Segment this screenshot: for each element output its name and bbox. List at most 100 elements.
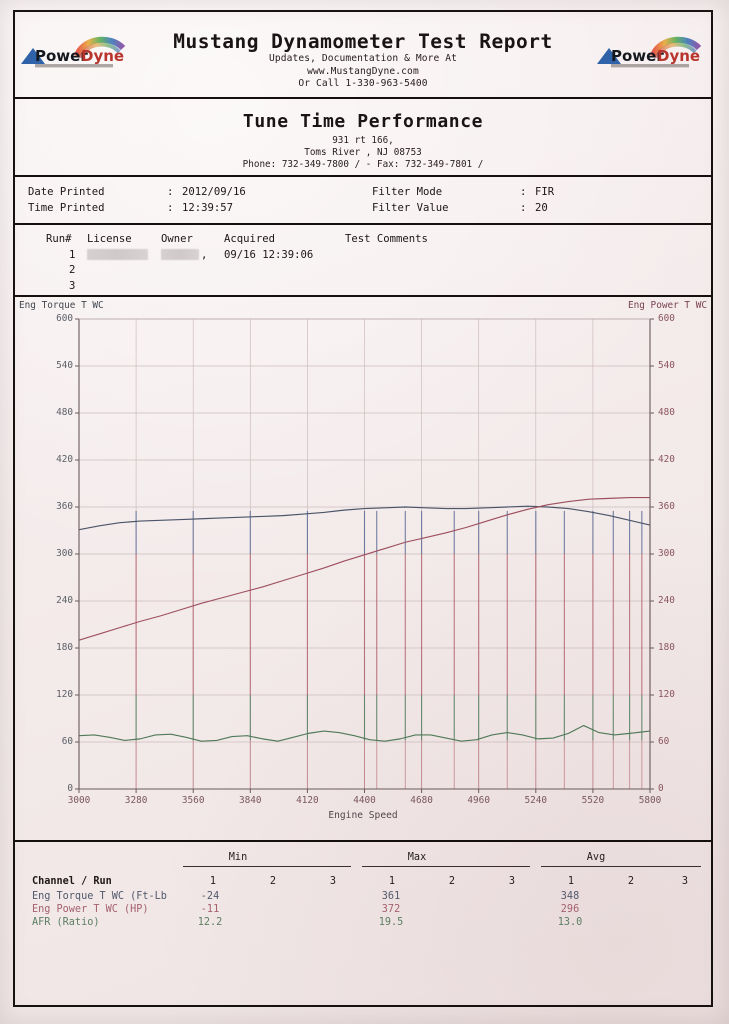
stats-row-3-channel: AFR (Ratio) [32,917,100,928]
shop-phone-fax: Phone: 732-349-7800 / - Fax: 732-349-780… [242,159,484,170]
stats-col-max-3: 3 [508,876,516,887]
stats-row-3-min-1: 12.2 [197,917,223,928]
run-col-header-comments: Test Comments [345,233,428,245]
stats-group-avg-rule [541,866,701,867]
stats-row-3-avg-1: 13.0 [557,917,583,928]
stats-table: Min Max Avg Channel / Run 1 2 3 1 2 3 1 … [15,840,711,1007]
svg-text:Dyne: Dyne [657,47,700,65]
filter-value-value: 20 [535,202,548,214]
y-tick-left-360: 360 [56,501,73,512]
y-tick-left-420: 420 [56,454,73,465]
y-tick-left-540: 540 [56,360,73,371]
y-tick-right-240: 240 [658,595,675,606]
divider-1 [15,97,711,99]
x-tick-3280: 3280 [124,795,148,806]
stats-col-avg-3: 3 [681,876,689,887]
date-printed-label: Date Printed [28,186,105,198]
x-tick-3560: 3560 [181,795,205,806]
stats-row-2-min-1: -11 [200,904,220,915]
y-tick-right-360: 360 [658,501,675,512]
stats-group-min: Min [228,852,248,863]
stats-group-max-rule [362,866,530,867]
y-tick-left-300: 300 [56,548,73,559]
stats-row-3-max-1: 19.5 [378,917,404,928]
powerdyne-logo-left: Power Dyne [19,34,131,72]
stats-row-2-avg-1: 296 [560,904,580,915]
filter-mode-value: FIR [535,186,555,198]
run-list-band: Run# License Owner Acquired Test Comment… [15,223,711,295]
y-tick-right-480: 480 [658,407,675,418]
x-tick-3840: 3840 [239,795,262,806]
x-tick-4680: 4680 [410,795,433,806]
divider-5 [15,840,711,842]
run-row-1-owner-redacted [161,249,199,260]
left-axis-title: Eng Torque T WC [19,300,104,311]
x-tick-4400: 4400 [353,795,376,806]
y-tick-right-600: 600 [658,313,675,324]
y-tick-right-180: 180 [658,642,675,653]
x-tick-5240: 5240 [524,795,548,806]
report-subline-1: Updates, Documentation & More At [268,53,458,64]
stats-row-1-min-1: -24 [200,891,220,902]
stats-col-avg-1: 1 [567,876,575,887]
right-axis-title: Eng Power T WC [627,300,707,311]
shop-city-state-zip: Toms River , NJ 08753 [304,147,422,158]
run-row-1-acquired: 09/16 12:39:06 [224,248,314,261]
svg-text:Power: Power [611,47,664,65]
report-sheet: Power Dyne [13,10,713,1007]
y-tick-right-420: 420 [658,454,675,465]
powerdyne-logo-right: Power Dyne [595,34,707,72]
chart-run-markers [135,510,651,789]
svg-text:Power: Power [35,47,88,65]
svg-text:Dyne: Dyne [81,47,124,65]
x-tick-5520: 5520 [581,795,605,806]
stats-group-avg: Avg [586,852,606,863]
y-tick-left-480: 480 [56,407,73,418]
x-tick-4120: 4120 [296,795,319,806]
y-tick-right-120: 120 [658,689,675,700]
run-col-header-owner: Owner [161,233,193,245]
stats-group-min-rule [183,866,351,867]
y-tick-right-60: 60 [658,736,670,747]
stats-row-header: Channel / Run [32,876,112,887]
stats-col-max-1: 1 [388,876,396,887]
run-col-header-acquired: Acquired [224,233,276,245]
y-tick-left-240: 240 [56,595,73,606]
chart-frame [75,318,654,793]
report-subline-2: www.MustangDyne.com [307,65,419,77]
run-row-1-number: 1 [69,248,76,261]
dyno-chart: Eng Torque T WC Eng Power T WC 0 0 60 60 120… [15,295,711,840]
stats-col-max-2: 2 [448,876,456,887]
filter-value-label: Filter Value [372,202,449,214]
chart-plot-area [75,318,654,793]
stats-col-min-1: 1 [209,876,217,887]
run-col-header-license: License [87,233,132,245]
x-axis-title: Engine Speed [328,810,398,821]
x-tick-3000: 3000 [67,795,91,806]
date-printed-value: 2012/09/16 [182,186,246,198]
stats-group-max: Max [407,852,427,863]
time-printed-label: Time Printed [28,202,105,214]
y-tick-right-0: 0 [658,783,664,794]
run-col-header-run: Run# [46,233,72,245]
y-tick-left-0: 0 [67,783,73,794]
y-tick-right-540: 540 [658,360,675,371]
filter-mode-label: Filter Mode [372,186,443,198]
time-printed-value: 12:39:57 [182,202,234,214]
run-row-3-number: 3 [69,279,76,292]
stats-row-1-max-1: 361 [381,891,401,902]
shop-band: Tune Time Performance 931 rt 166, Toms R… [15,97,711,175]
divider-3 [15,223,711,225]
stats-row-1-channel: Eng Torque T WC (Ft-Lb [32,891,167,902]
report-subline-3: Or Call 1-330-963-5400 [298,78,428,89]
y-tick-left-120: 120 [56,689,73,700]
y-tick-right-300: 300 [658,548,675,559]
shop-name: Tune Time Performance [242,111,484,132]
date-printed-sep: : [167,186,174,198]
stats-col-avg-2: 2 [627,876,635,887]
run-row-2-number: 2 [69,264,76,276]
report-header-band: Power Dyne [15,12,711,97]
x-tick-4960: 4960 [467,795,490,806]
divider-4 [15,295,711,297]
